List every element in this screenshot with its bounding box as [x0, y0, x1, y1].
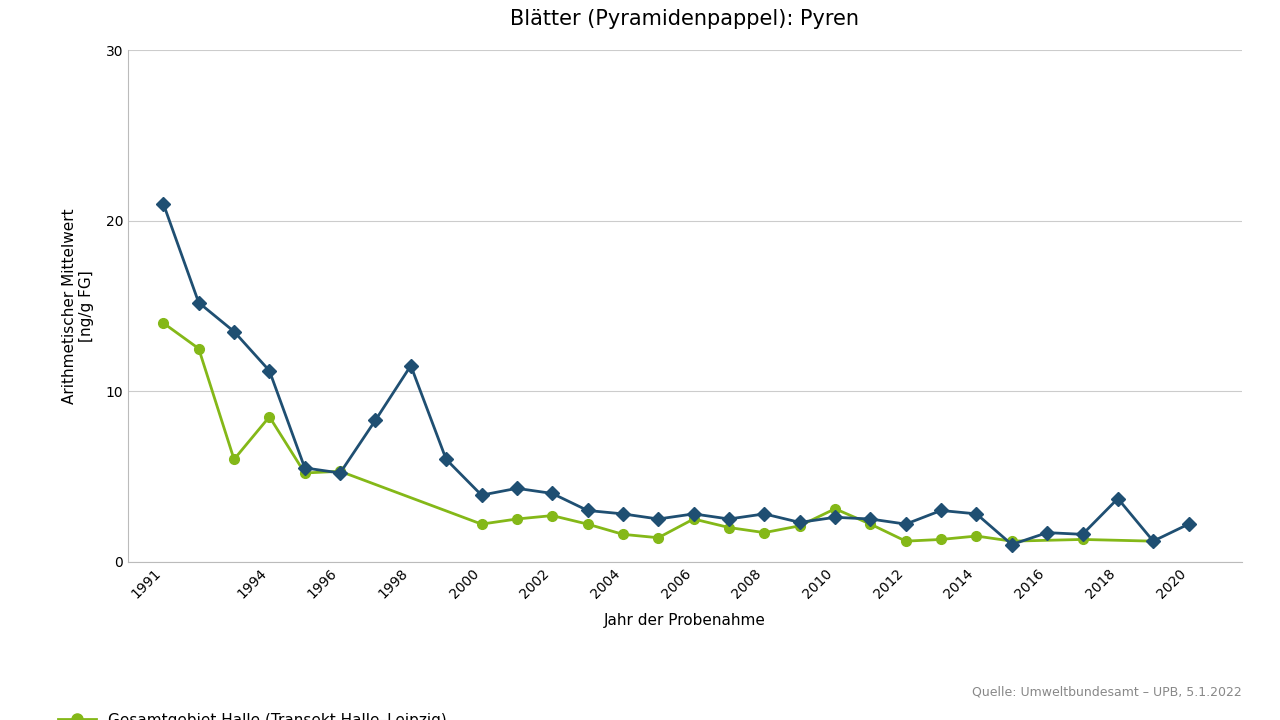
Gesamtgebiet Halle (Transekt Halle–Leipzig)	[722, 523, 737, 532]
Gesamtgebiet Leipzig (Transekt Halle–Leipzig)	[1075, 530, 1091, 539]
Gesamtgebiet Leipzig (Transekt Halle–Leipzig)	[686, 510, 701, 518]
Gesamtgebiet Leipzig (Transekt Halle–Leipzig)	[933, 506, 948, 515]
Gesamtgebiet Halle (Transekt Halle–Leipzig)	[261, 413, 276, 421]
Gesamtgebiet Halle (Transekt Halle–Leipzig)	[1004, 537, 1019, 546]
Gesamtgebiet Halle (Transekt Halle–Leipzig)	[1075, 535, 1091, 544]
Gesamtgebiet Leipzig (Transekt Halle–Leipzig)	[899, 520, 914, 528]
Gesamtgebiet Leipzig (Transekt Halle–Leipzig)	[367, 416, 383, 425]
Line: Gesamtgebiet Halle (Transekt Halle–Leipzig): Gesamtgebiet Halle (Transekt Halle–Leipz…	[159, 318, 1158, 546]
Gesamtgebiet Leipzig (Transekt Halle–Leipzig)	[261, 366, 276, 375]
Gesamtgebiet Halle (Transekt Halle–Leipzig)	[580, 520, 595, 528]
Gesamtgebiet Leipzig (Transekt Halle–Leipzig)	[403, 361, 419, 370]
Gesamtgebiet Halle (Transekt Halle–Leipzig)	[333, 467, 348, 476]
Y-axis label: Arithmetischer Mittelwert
[ng/g FG]: Arithmetischer Mittelwert [ng/g FG]	[61, 208, 95, 404]
Gesamtgebiet Leipzig (Transekt Halle–Leipzig)	[722, 515, 737, 523]
Gesamtgebiet Halle (Transekt Halle–Leipzig)	[792, 521, 808, 530]
Gesamtgebiet Leipzig (Transekt Halle–Leipzig)	[827, 513, 842, 521]
Gesamtgebiet Halle (Transekt Halle–Leipzig)	[544, 511, 559, 520]
Gesamtgebiet Leipzig (Transekt Halle–Leipzig)	[792, 518, 808, 527]
Gesamtgebiet Halle (Transekt Halle–Leipzig)	[474, 520, 489, 528]
Gesamtgebiet Leipzig (Transekt Halle–Leipzig)	[544, 489, 559, 498]
Gesamtgebiet Leipzig (Transekt Halle–Leipzig)	[756, 510, 772, 518]
Gesamtgebiet Leipzig (Transekt Halle–Leipzig)	[227, 327, 242, 336]
Gesamtgebiet Halle (Transekt Halle–Leipzig)	[1146, 537, 1161, 546]
Title: Blätter (Pyramidenpappel): Pyren: Blätter (Pyramidenpappel): Pyren	[511, 9, 859, 30]
Gesamtgebiet Leipzig (Transekt Halle–Leipzig)	[297, 464, 312, 472]
Gesamtgebiet Leipzig (Transekt Halle–Leipzig)	[580, 506, 595, 515]
Gesamtgebiet Halle (Transekt Halle–Leipzig)	[969, 531, 984, 540]
Gesamtgebiet Halle (Transekt Halle–Leipzig)	[227, 455, 242, 464]
Gesamtgebiet Leipzig (Transekt Halle–Leipzig)	[969, 510, 984, 518]
Gesamtgebiet Halle (Transekt Halle–Leipzig)	[827, 505, 842, 513]
Gesamtgebiet Leipzig (Transekt Halle–Leipzig)	[1181, 520, 1197, 528]
Line: Gesamtgebiet Leipzig (Transekt Halle–Leipzig): Gesamtgebiet Leipzig (Transekt Halle–Lei…	[159, 199, 1193, 549]
Gesamtgebiet Leipzig (Transekt Halle–Leipzig)	[156, 199, 172, 208]
Gesamtgebiet Halle (Transekt Halle–Leipzig)	[756, 528, 772, 537]
Gesamtgebiet Leipzig (Transekt Halle–Leipzig)	[1110, 494, 1125, 503]
Gesamtgebiet Leipzig (Transekt Halle–Leipzig)	[439, 455, 454, 464]
Gesamtgebiet Halle (Transekt Halle–Leipzig)	[899, 537, 914, 546]
Gesamtgebiet Halle (Transekt Halle–Leipzig)	[650, 534, 666, 542]
Gesamtgebiet Leipzig (Transekt Halle–Leipzig)	[191, 298, 206, 307]
Gesamtgebiet Halle (Transekt Halle–Leipzig)	[509, 515, 525, 523]
Gesamtgebiet Leipzig (Transekt Halle–Leipzig)	[1039, 528, 1055, 537]
Gesamtgebiet Leipzig (Transekt Halle–Leipzig)	[650, 515, 666, 523]
Gesamtgebiet Leipzig (Transekt Halle–Leipzig)	[1004, 540, 1019, 549]
Gesamtgebiet Halle (Transekt Halle–Leipzig)	[156, 319, 172, 328]
Gesamtgebiet Leipzig (Transekt Halle–Leipzig)	[333, 469, 348, 477]
Gesamtgebiet Halle (Transekt Halle–Leipzig)	[616, 530, 631, 539]
Gesamtgebiet Leipzig (Transekt Halle–Leipzig)	[509, 484, 525, 492]
Legend: Gesamtgebiet Halle (Transekt Halle–Leipzig), Gesamtgebiet Leipzig (Transekt Hall: Gesamtgebiet Halle (Transekt Halle–Leipz…	[58, 712, 462, 720]
Text: Quelle: Umweltbundesamt – UPB, 5.1.2022: Quelle: Umweltbundesamt – UPB, 5.1.2022	[972, 685, 1242, 698]
Gesamtgebiet Halle (Transekt Halle–Leipzig)	[933, 535, 948, 544]
Gesamtgebiet Leipzig (Transekt Halle–Leipzig)	[616, 510, 631, 518]
Gesamtgebiet Leipzig (Transekt Halle–Leipzig)	[863, 515, 878, 523]
Gesamtgebiet Halle (Transekt Halle–Leipzig)	[297, 469, 312, 477]
Gesamtgebiet Leipzig (Transekt Halle–Leipzig)	[1146, 537, 1161, 546]
Gesamtgebiet Halle (Transekt Halle–Leipzig)	[863, 520, 878, 528]
Gesamtgebiet Leipzig (Transekt Halle–Leipzig)	[474, 491, 489, 500]
Gesamtgebiet Halle (Transekt Halle–Leipzig)	[191, 344, 206, 353]
Gesamtgebiet Halle (Transekt Halle–Leipzig)	[686, 515, 701, 523]
X-axis label: Jahr der Probenahme: Jahr der Probenahme	[604, 613, 765, 628]
